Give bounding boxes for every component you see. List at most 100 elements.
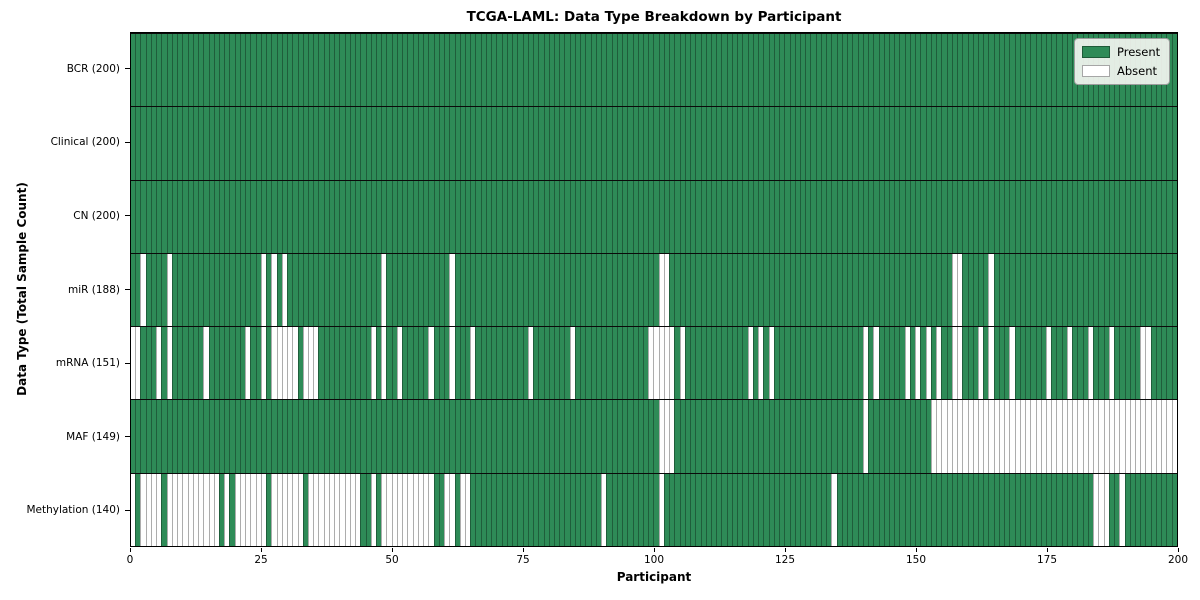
- heatmap-cell: [538, 180, 544, 253]
- heatmap-cell: [888, 327, 895, 400]
- heatmap-cell: [752, 327, 759, 400]
- heatmap-cell: [307, 253, 314, 327]
- heatmap-cell: [951, 180, 958, 253]
- heatmap-cell: [836, 400, 842, 473]
- heatmap-cell: [140, 400, 146, 473]
- heatmap-cell: [161, 400, 167, 473]
- heatmap-cell: [386, 107, 392, 180]
- heatmap-cell: [339, 253, 345, 327]
- heatmap-cell: [700, 34, 706, 107]
- heatmap-cell: [131, 107, 136, 180]
- heatmap-cell: [433, 34, 439, 107]
- heatmap-cell: [768, 400, 774, 473]
- heatmap-cell: [962, 327, 968, 400]
- heatmap-cell: [868, 180, 874, 253]
- heatmap-cell: [564, 327, 570, 400]
- heatmap-cell: [962, 34, 968, 107]
- heatmap-cell: [391, 180, 397, 253]
- heatmap-cell: [140, 253, 146, 327]
- heatmap-cell: [946, 253, 952, 327]
- heatmap-cell: [292, 327, 298, 400]
- heatmap-cell: [365, 400, 371, 473]
- heatmap-cell: [920, 327, 926, 400]
- heatmap-cell: [904, 253, 910, 327]
- heatmap-cell: [334, 327, 340, 400]
- heatmap-cell: [690, 34, 696, 107]
- heatmap-cell: [297, 400, 303, 473]
- heatmap-cell: [1072, 180, 1078, 253]
- heatmap-cell: [726, 473, 732, 546]
- heatmap-cell: [936, 400, 942, 473]
- heatmap-cell: [391, 107, 397, 180]
- heatmap-cell: [156, 400, 162, 473]
- heatmap-cell: [1035, 327, 1041, 400]
- heatmap-cell: [145, 107, 151, 180]
- heatmap-cell: [601, 180, 607, 253]
- heatmap-cell: [423, 400, 429, 473]
- heatmap-cell: [820, 327, 827, 400]
- heatmap-cell: [1009, 400, 1015, 473]
- heatmap-cell: [553, 107, 560, 180]
- heatmap-cell: [396, 180, 403, 253]
- heatmap-cell: [203, 327, 209, 400]
- heatmap-cell: [370, 400, 377, 473]
- heatmap-cell: [810, 34, 816, 107]
- heatmap-cell: [841, 327, 848, 400]
- heatmap-cell: [412, 400, 418, 473]
- heatmap-cell: [805, 327, 811, 400]
- heatmap-cell: [569, 180, 575, 253]
- heatmap-cell: [412, 253, 418, 327]
- heatmap-cell: [800, 400, 806, 473]
- heatmap-cell: [438, 253, 445, 327]
- heatmap-cell: [983, 473, 989, 546]
- heatmap-cell: [548, 400, 554, 473]
- heatmap-cell: [224, 253, 230, 327]
- heatmap-cell: [962, 107, 968, 180]
- heatmap-cell: [758, 327, 764, 400]
- heatmap-cell: [438, 473, 445, 546]
- heatmap-cell: [779, 180, 785, 253]
- heatmap-cell: [684, 327, 691, 400]
- heatmap-cell: [1087, 473, 1094, 546]
- x-tick-mark: [1047, 548, 1048, 552]
- heatmap-cell: [433, 107, 439, 180]
- heatmap-cell: [920, 253, 926, 327]
- heatmap-cell: [1066, 34, 1073, 107]
- x-tick-mark: [916, 548, 917, 552]
- heatmap-cell: [810, 400, 816, 473]
- heatmap-cell: [595, 34, 602, 107]
- heatmap-cell: [177, 400, 183, 473]
- y-axis-tick-labels: BCR (200) Clinical (200) CN (200) miR (188)…: [0, 32, 122, 547]
- heatmap-cell: [480, 473, 486, 546]
- heatmap-cell: [993, 473, 999, 546]
- heatmap-cell: [637, 327, 643, 400]
- heatmap-cell: [606, 107, 612, 180]
- heatmap-cell: [150, 473, 157, 546]
- heatmap-cell: [323, 253, 329, 327]
- heatmap-cell: [632, 180, 638, 253]
- heatmap-cell: [198, 34, 204, 107]
- heatmap-cell: [873, 253, 879, 327]
- heatmap-cell: [784, 34, 790, 107]
- heatmap-cell: [496, 473, 502, 546]
- heatmap-cell: [250, 400, 256, 473]
- heatmap-cell: [135, 473, 141, 546]
- heatmap-cell: [831, 400, 837, 473]
- heatmap-cell: [606, 327, 612, 400]
- heatmap-cell: [721, 327, 727, 400]
- heatmap-cell: [800, 253, 806, 327]
- heatmap-cell: [402, 400, 408, 473]
- heatmap-cell: [156, 253, 162, 327]
- heatmap-cell: [1155, 107, 1162, 180]
- heatmap-cell: [255, 34, 261, 107]
- heatmap-cell: [794, 327, 800, 400]
- heatmap-cell: [957, 107, 963, 180]
- heatmap-cell: [632, 107, 638, 180]
- heatmap-cell: [878, 327, 884, 400]
- heatmap-cell: [161, 180, 167, 253]
- heatmap-cell: [805, 253, 811, 327]
- heatmap-cell: [459, 327, 465, 400]
- heatmap-cell: [580, 253, 586, 327]
- heatmap-cell: [894, 327, 900, 400]
- heatmap-cell: [794, 400, 800, 473]
